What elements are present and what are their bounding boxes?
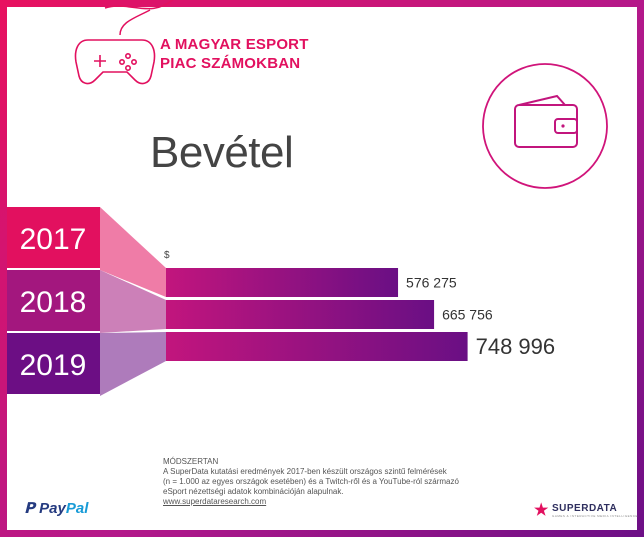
methodology-line2: (n = 1.000 az egyes országok esetében) é… bbox=[163, 477, 459, 486]
year-label-2018: 2018 bbox=[20, 286, 87, 319]
value-label-2018: 665 756 bbox=[442, 306, 493, 322]
unit-label: $ bbox=[164, 250, 170, 261]
year-block-2017 bbox=[7, 207, 100, 268]
header-title: A MAGYAR ESPORT PIAC SZÁMOKBAN bbox=[160, 35, 309, 73]
superdata-wordmark: SUPERDATA bbox=[552, 503, 618, 514]
methodology-title: MÓDSZERTAN bbox=[163, 457, 219, 466]
cable-line bbox=[119, 9, 151, 36]
bar-2019 bbox=[166, 332, 468, 361]
connector-2018 bbox=[100, 270, 166, 333]
header-title-line2: PIAC SZÁMOKBAN bbox=[160, 55, 301, 72]
page-title: Bevétel bbox=[150, 128, 294, 177]
methodology-line3: eSport nézettségi adatok kombinációján a… bbox=[163, 487, 344, 496]
value-label-2019: 748 996 bbox=[476, 334, 556, 359]
superdata-tagline: GAMES & INTERACTIVE MEDIA INTELLIGENCE bbox=[552, 514, 639, 518]
year-label-2017: 2017 bbox=[20, 223, 87, 256]
methodology-line1: A SuperData kutatási eredmények 2017-ben… bbox=[163, 467, 447, 476]
year-label-2019: 2019 bbox=[20, 349, 87, 382]
star-icon: ★ bbox=[534, 502, 549, 519]
methodology-link[interactable]: www.superdataresearch.com bbox=[163, 497, 267, 506]
bar-2018 bbox=[166, 300, 435, 329]
paypal-word-b: Pal bbox=[65, 500, 89, 517]
connector-2017 bbox=[100, 207, 166, 297]
year-block-2018 bbox=[7, 270, 100, 331]
superdata-logo: ★ SUPERDATA GAMES & INTERACTIVE MEDIA IN… bbox=[534, 502, 639, 519]
paypal-logo: 𝗣 PayPal bbox=[24, 499, 88, 517]
bar-2017 bbox=[166, 268, 399, 297]
year-block-2019 bbox=[7, 333, 100, 394]
value-label-2017: 576 275 bbox=[406, 274, 457, 290]
decor-line bbox=[104, 0, 174, 10]
header-title-line1: A MAGYAR ESPORT bbox=[160, 36, 309, 53]
methodology: MÓDSZERTAN A SuperData kutatási eredmény… bbox=[163, 457, 503, 507]
wallet-icon bbox=[482, 63, 608, 189]
paypal-word-a: Pay bbox=[39, 500, 66, 517]
paypal-p-icon: 𝗣 bbox=[24, 500, 40, 517]
connector-2019 bbox=[100, 332, 166, 396]
gamepad-icon bbox=[74, 39, 156, 85]
